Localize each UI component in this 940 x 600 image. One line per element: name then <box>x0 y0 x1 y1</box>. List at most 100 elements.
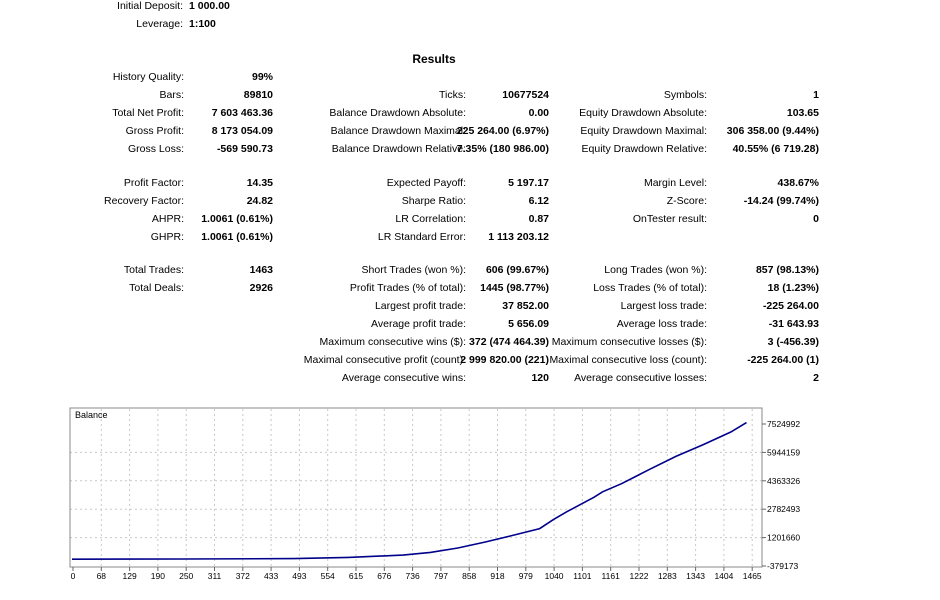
x-tick-label: 372 <box>236 571 250 581</box>
x-tick-label: 190 <box>151 571 165 581</box>
average-profit-trade-value: 5 656.09 <box>508 318 549 330</box>
ticks-value: 10677524 <box>502 89 549 101</box>
equity-drawdown-relative-label: Equity Drawdown Relative: <box>581 143 707 155</box>
x-tick-label: 676 <box>377 571 391 581</box>
lr-standard-error-label: LR Standard Error: <box>377 231 466 243</box>
largest-loss-trade-value: -225 264.00 <box>762 300 819 312</box>
y-tick-label: 2782493 <box>767 504 800 514</box>
x-tick-label: 1343 <box>686 571 705 581</box>
x-tick-label: 1465 <box>743 571 762 581</box>
equity-drawdown-absolute-label: Equity Drawdown Absolute: <box>579 107 707 119</box>
y-axis: 7524992 5944159 4363326 2782493 1201660 -3791… <box>762 419 800 571</box>
profit-factor-label: Profit Factor: <box>123 177 184 189</box>
maximal-consecutive-loss-value: -225 264.00 (1) <box>747 354 819 366</box>
maximal-consecutive-loss-label: Maximal consecutive loss (count): <box>549 354 707 366</box>
average-consecutive-losses-value: 2 <box>813 372 819 384</box>
total-net-profit-value: 7 603 463.36 <box>211 107 273 119</box>
chart-title: Balance <box>75 410 108 420</box>
total-trades-label: Total Trades: <box>123 264 184 276</box>
results-title: Results <box>412 52 456 66</box>
average-consecutive-wins-value: 120 <box>531 372 549 384</box>
y-tick-label: 5944159 <box>767 447 800 457</box>
max-consecutive-wins-label: Maximum consecutive wins ($): <box>319 336 466 348</box>
leverage-label: Leverage: <box>136 18 183 30</box>
x-tick-label: 918 <box>490 571 504 581</box>
gross-profit-label: Gross Profit: <box>125 125 184 137</box>
ghpr-label: GHPR: <box>150 231 184 243</box>
expected-payoff-value: 5 197.17 <box>508 177 549 189</box>
average-profit-trade-label: Average profit trade: <box>371 318 466 330</box>
lr-correlation-label: LR Correlation: <box>395 213 466 225</box>
history-quality-label: History Quality: <box>112 71 184 83</box>
symbols-value: 1 <box>813 89 819 101</box>
lr-standard-error-value: 1 113 203.12 <box>488 231 549 243</box>
x-tick-label: 1404 <box>714 571 733 581</box>
profit-factor-value: 14.35 <box>246 177 273 189</box>
chart-grid <box>70 409 762 566</box>
x-tick-label: 493 <box>292 571 306 581</box>
z-score-value: -14.24 (99.74%) <box>743 195 819 207</box>
gross-loss-value: -569 590.73 <box>216 143 273 155</box>
initial-deposit-value: 1 000.00 <box>189 0 230 12</box>
x-tick-label: 68 <box>97 571 107 581</box>
average-loss-trade-label: Average loss trade: <box>616 318 707 330</box>
initial-deposit-label: Initial Deposit: <box>117 0 183 12</box>
balance-drawdown-maximal-label: Balance Drawdown Maximal: <box>330 125 466 137</box>
loss-trades-value: 18 (1.23%) <box>767 282 819 294</box>
recovery-factor-label: Recovery Factor: <box>104 195 184 207</box>
x-tick-label: 433 <box>264 571 278 581</box>
sharpe-ratio-label: Sharpe Ratio: <box>401 195 466 207</box>
leverage-value: 1:100 <box>189 18 216 30</box>
recovery-factor-value: 24.82 <box>246 195 273 207</box>
ticks-label: Ticks: <box>438 89 466 101</box>
average-loss-trade-value: -31 643.93 <box>768 318 819 330</box>
largest-loss-trade-label: Largest loss trade: <box>620 300 707 312</box>
total-net-profit-label: Total Net Profit: <box>112 107 184 119</box>
x-tick-label: 1161 <box>602 571 621 581</box>
balance-drawdown-relative-value: 7.35% (180 986.00) <box>456 143 549 155</box>
x-tick-label: 311 <box>208 571 222 581</box>
bars-label: Bars: <box>159 89 184 101</box>
bars-value: 89810 <box>243 89 273 101</box>
x-tick-label: 979 <box>519 571 533 581</box>
chart-series <box>71 421 747 561</box>
ghpr-value: 1.0061 (0.61%) <box>201 231 273 243</box>
y-tick-label: -379173 <box>767 561 798 571</box>
short-trades-value: 606 (99.67%) <box>485 264 549 276</box>
balance-drawdown-absolute-label: Balance Drawdown Absolute: <box>329 107 466 119</box>
ontester-result-label: OnTester result: <box>632 213 707 225</box>
gross-loss-label: Gross Loss: <box>127 143 184 155</box>
x-tick-label: 615 <box>349 571 363 581</box>
total-deals-value: 2926 <box>249 282 273 294</box>
average-consecutive-wins-label: Average consecutive wins: <box>341 372 466 384</box>
total-trades-value: 1463 <box>249 264 273 276</box>
ahpr-label: AHPR: <box>151 213 184 225</box>
equity-drawdown-maximal-value: 306 358.00 (9.44%) <box>726 125 819 137</box>
y-tick-label: 1201660 <box>767 533 800 543</box>
chart-frame <box>69 407 763 568</box>
equity-drawdown-relative-value: 40.55% (6 719.28) <box>732 143 819 155</box>
balance-drawdown-maximal-value: 225 264.00 (6.97%) <box>456 125 549 137</box>
total-deals-label: Total Deals: <box>129 282 184 294</box>
y-tick-label: 4363326 <box>767 476 800 486</box>
ahpr-value: 1.0061 (0.61%) <box>201 213 273 225</box>
balance-line <box>71 421 747 561</box>
profit-trades-label: Profit Trades (% of total): <box>349 282 466 294</box>
x-axis: 0 68 129 190 250 311 372 433 493 554 615 676 736 797 8… <box>71 567 762 581</box>
y-tick-label: 7524992 <box>767 419 800 429</box>
history-quality-value: 99% <box>251 71 273 83</box>
balance-drawdown-relative-label: Balance Drawdown Relative: <box>331 143 466 155</box>
x-tick-label: 250 <box>179 571 193 581</box>
x-tick-label: 1283 <box>658 571 677 581</box>
short-trades-label: Short Trades (won %): <box>361 264 466 276</box>
long-trades-value: 857 (98.13%) <box>755 264 819 276</box>
margin-level-label: Margin Level: <box>643 177 707 189</box>
max-consecutive-wins-value: 372 (474 464.39) <box>469 336 549 348</box>
expected-payoff-label: Expected Payoff: <box>386 177 466 189</box>
profit-trades-value: 1445 (98.77%) <box>480 282 549 294</box>
symbols-label: Symbols: <box>663 89 707 101</box>
maximal-consecutive-profit-value: 2 999 820.00 (221) <box>460 354 549 366</box>
x-tick-label: 1101 <box>573 571 592 581</box>
x-tick-label: 1222 <box>630 571 649 581</box>
